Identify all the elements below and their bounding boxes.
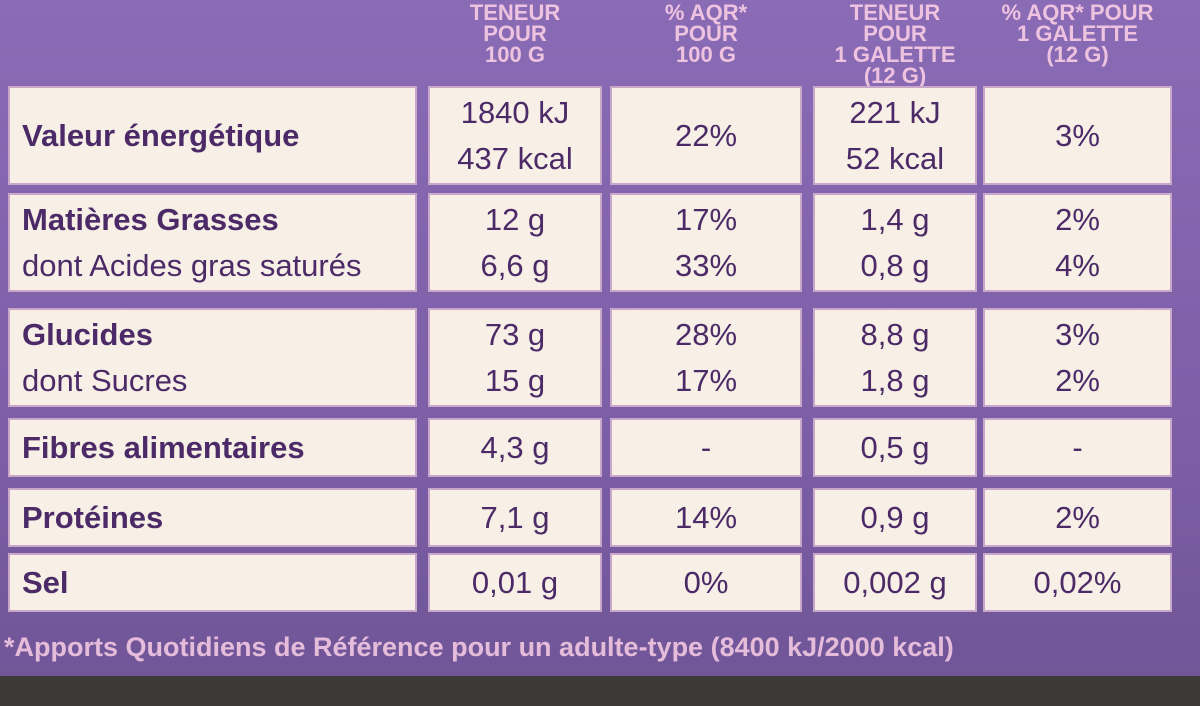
- row-label: Valeur énergétique: [10, 88, 415, 183]
- row-label: Fibres alimentaires: [10, 420, 415, 475]
- label-line: Matières Grasses: [22, 201, 279, 237]
- header-line: POUR: [483, 21, 547, 46]
- value-line: 0%: [683, 564, 729, 600]
- value-cell: 4,3 g: [430, 420, 600, 475]
- value-line: 221 kJ: [849, 94, 941, 130]
- header-line: (12 G): [1046, 42, 1109, 67]
- header-line: % AQR*: [664, 0, 748, 25]
- label-line: Fibres alimentaires: [22, 429, 305, 465]
- label-line: Sel: [22, 564, 69, 600]
- background-edge: [0, 676, 1200, 706]
- value-line: 22%: [674, 117, 738, 153]
- header-line: TENEUR POUR: [849, 0, 941, 46]
- value-line: 4,3 g: [480, 429, 550, 465]
- value-cell: 28% 17%: [612, 310, 800, 405]
- value-line: 0,02%: [1033, 564, 1122, 600]
- value-cell: 22%: [612, 88, 800, 183]
- label-line: Glucides: [22, 316, 153, 352]
- value-line: 1,4 g: [860, 201, 930, 237]
- value-line: 0,9 g: [860, 499, 930, 535]
- value-line: 3%: [1055, 117, 1100, 153]
- value-line: 14%: [674, 499, 738, 535]
- value-cell: 0,9 g: [815, 490, 975, 545]
- header-line: (12 G): [863, 63, 927, 88]
- header-line: % AQR* POUR: [1001, 0, 1154, 25]
- value-cell: 0,01 g: [430, 555, 600, 610]
- value-line: 1840 kJ: [460, 94, 570, 130]
- value-line: 8,8 g: [860, 316, 930, 352]
- column-header: % AQR* POUR 100 G: [612, 0, 800, 67]
- value-line: 0,5 g: [860, 429, 930, 465]
- value-cell: 1840 kJ 437 kcal: [430, 88, 600, 183]
- column-header: TENEUR POUR 1 GALETTE (12 G): [815, 0, 975, 88]
- value-cell: 221 kJ 52 kcal: [815, 88, 975, 183]
- value-line: 437 kcal: [457, 140, 573, 176]
- value-line: 2%: [1055, 201, 1100, 237]
- label-line: dont Sucres: [22, 362, 188, 398]
- row-label: Matières Grasses dont Acides gras saturés: [10, 195, 415, 290]
- label-line: dont Acides gras saturés: [22, 247, 362, 283]
- value-cell: 2% 4%: [985, 195, 1170, 290]
- value-line: 12 g: [484, 201, 546, 237]
- value-line: 52 kcal: [845, 140, 945, 176]
- value-line: 17%: [674, 201, 738, 237]
- value-cell: 0,02%: [985, 555, 1170, 610]
- value-cell: -: [985, 420, 1170, 475]
- value-line: 33%: [674, 247, 738, 283]
- label-line: Protéines: [22, 499, 164, 535]
- value-line: 0,8 g: [860, 247, 930, 283]
- value-cell: 73 g 15 g: [430, 310, 600, 405]
- value-cell: 3%: [985, 88, 1170, 183]
- value-line: 0,01 g: [471, 564, 559, 600]
- value-line: 0,002 g: [843, 564, 947, 600]
- header-line: 1 GALETTE: [834, 42, 956, 67]
- value-line: 7,1 g: [480, 499, 550, 535]
- value-line: -: [700, 429, 712, 465]
- footnote: *Apports Quotidiens de Référence pour un…: [4, 632, 954, 662]
- value-line: 73 g: [484, 316, 546, 352]
- value-line: 3%: [1055, 316, 1100, 352]
- value-cell: 0,002 g: [815, 555, 975, 610]
- value-line: 15 g: [484, 362, 546, 398]
- row-label: Protéines: [10, 490, 415, 545]
- value-line: 4%: [1055, 247, 1100, 283]
- column-header: % AQR* POUR 1 GALETTE (12 G): [985, 0, 1170, 67]
- value-cell: -: [612, 420, 800, 475]
- value-cell: 0,5 g: [815, 420, 975, 475]
- header-line: POUR: [674, 21, 738, 46]
- value-cell: 17% 33%: [612, 195, 800, 290]
- value-cell: 7,1 g: [430, 490, 600, 545]
- header-line: 1 GALETTE: [1016, 21, 1138, 46]
- value-cell: 1,4 g 0,8 g: [815, 195, 975, 290]
- header-line: 100 G: [676, 42, 736, 67]
- value-cell: 2%: [985, 490, 1170, 545]
- value-cell: 0%: [612, 555, 800, 610]
- value-line: 1,8 g: [860, 362, 930, 398]
- value-line: 17%: [674, 362, 738, 398]
- value-line: 2%: [1055, 362, 1100, 398]
- value-cell: 12 g 6,6 g: [430, 195, 600, 290]
- value-cell: 14%: [612, 490, 800, 545]
- header-line: TENEUR: [469, 0, 561, 25]
- value-line: 2%: [1055, 499, 1100, 535]
- value-line: 28%: [674, 316, 738, 352]
- value-line: 6,6 g: [480, 247, 550, 283]
- header-line: 100 G: [485, 42, 545, 67]
- column-header: TENEUR POUR 100 G: [430, 0, 600, 67]
- value-cell: 3% 2%: [985, 310, 1170, 405]
- value-cell: 8,8 g 1,8 g: [815, 310, 975, 405]
- row-label: Sel: [10, 555, 415, 610]
- value-line: -: [1072, 429, 1083, 465]
- row-label: Glucides dont Sucres: [10, 310, 415, 405]
- label-line: Valeur énergétique: [22, 117, 300, 153]
